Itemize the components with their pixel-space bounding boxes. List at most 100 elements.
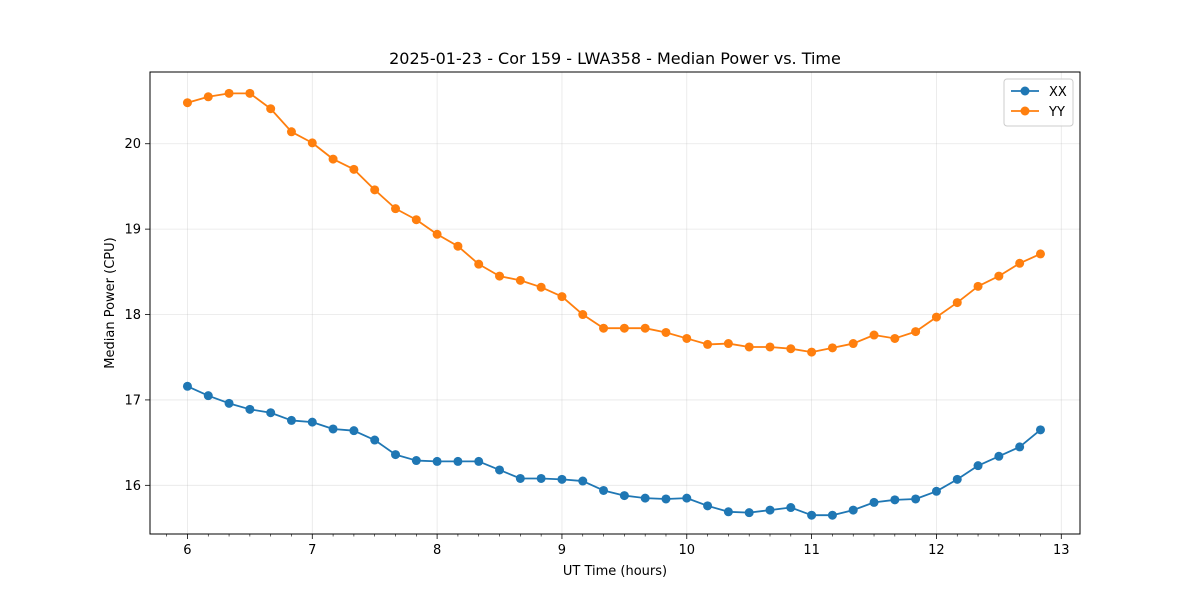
data-point-yy: [744, 342, 754, 352]
data-point-xx: [890, 495, 900, 505]
data-point-yy: [931, 312, 941, 322]
data-point-yy: [557, 292, 567, 302]
data-point-xx: [599, 485, 609, 495]
data-point-xx: [973, 461, 983, 471]
data-point-yy: [203, 92, 213, 102]
data-point-xx: [432, 456, 442, 466]
data-point-yy: [224, 88, 234, 98]
data-point-yy: [266, 104, 276, 114]
data-point-yy: [411, 215, 421, 225]
x-tick-label: 11: [803, 543, 820, 558]
x-axis-label: UT Time (hours): [563, 564, 667, 579]
data-point-xx: [328, 424, 338, 434]
data-point-xx: [619, 491, 629, 501]
data-point-xx: [391, 450, 401, 460]
data-point-xx: [349, 426, 359, 436]
data-point-yy: [1015, 258, 1025, 268]
data-point-xx: [203, 391, 213, 401]
data-point-yy: [703, 339, 713, 349]
legend-label-yy: YY: [1048, 105, 1065, 120]
data-point-xx: [286, 415, 296, 425]
data-point-yy: [765, 342, 775, 352]
data-point-xx: [911, 494, 921, 504]
data-point-xx: [744, 508, 754, 518]
chart-title: 2025-01-23 - Cor 159 - LWA358 - Median P…: [389, 49, 841, 68]
legend: XX YY: [1003, 78, 1074, 127]
data-point-xx: [952, 474, 962, 484]
data-point-xx: [245, 404, 255, 414]
data-point-yy: [515, 275, 525, 285]
data-point-yy: [640, 323, 650, 333]
data-point-yy: [536, 282, 546, 292]
data-point-xx: [1035, 425, 1045, 435]
y-tick-label: 19: [124, 223, 141, 238]
data-point-yy: [432, 229, 442, 239]
y-tick-label: 20: [124, 137, 141, 152]
plot-series: [182, 88, 1045, 520]
data-point-yy: [578, 310, 588, 320]
data-point-yy: [869, 330, 879, 340]
data-point-yy: [952, 298, 962, 308]
data-point-yy: [807, 347, 817, 357]
data-point-xx: [723, 507, 733, 517]
x-tick-label: 7: [308, 543, 316, 558]
data-point-yy: [723, 339, 733, 349]
data-point-yy: [370, 185, 380, 195]
x-tick-label: 8: [433, 543, 441, 558]
data-point-yy: [599, 323, 609, 333]
data-point-yy: [182, 98, 192, 108]
data-point-xx: [536, 473, 546, 483]
data-point-xx: [703, 501, 713, 511]
data-point-yy: [619, 323, 629, 333]
data-point-yy: [661, 327, 671, 337]
data-point-yy: [474, 259, 484, 269]
data-point-xx: [869, 497, 879, 507]
data-point-xx: [765, 505, 775, 515]
data-point-xx: [682, 493, 692, 503]
x-axis-ticks: 6 7 8 9 10 11 12 13: [166, 534, 1070, 558]
series-xx: [182, 381, 1045, 520]
series-yy: [182, 88, 1045, 357]
data-point-xx: [182, 381, 192, 391]
data-point-xx: [661, 494, 671, 504]
legend-marker-xx: [1020, 86, 1030, 96]
data-point-xx: [807, 510, 817, 520]
data-point-xx: [307, 417, 317, 427]
data-point-xx: [578, 476, 588, 486]
data-point-yy: [994, 271, 1004, 281]
data-point-yy: [328, 154, 338, 164]
data-point-yy: [391, 204, 401, 214]
data-point-xx: [224, 398, 234, 408]
data-point-yy: [682, 333, 692, 343]
data-point-xx: [994, 451, 1004, 461]
y-tick-label: 17: [124, 393, 141, 408]
data-point-xx: [411, 456, 421, 466]
x-tick-label: 12: [928, 543, 945, 558]
data-point-xx: [827, 510, 837, 520]
x-tick-label: 10: [679, 543, 696, 558]
data-point-yy: [848, 339, 858, 349]
grid: [150, 72, 1080, 534]
data-point-xx: [848, 505, 858, 515]
y-tick-label: 18: [124, 308, 141, 323]
legend-marker-yy: [1020, 106, 1030, 116]
data-point-xx: [515, 473, 525, 483]
data-point-xx: [786, 503, 796, 513]
data-point-xx: [474, 456, 484, 466]
data-point-yy: [827, 343, 837, 353]
data-point-yy: [495, 271, 505, 281]
y-tick-label: 16: [124, 479, 141, 494]
x-tick-label: 9: [558, 543, 566, 558]
data-point-yy: [911, 327, 921, 337]
data-point-yy: [973, 281, 983, 291]
data-point-xx: [266, 408, 276, 418]
data-point-yy: [349, 164, 359, 174]
data-point-yy: [890, 333, 900, 343]
legend-label-xx: XX: [1049, 85, 1067, 100]
data-point-yy: [453, 241, 463, 251]
data-point-yy: [1035, 249, 1045, 259]
data-point-yy: [245, 88, 255, 98]
data-point-xx: [1015, 442, 1025, 452]
data-point-xx: [931, 486, 941, 496]
